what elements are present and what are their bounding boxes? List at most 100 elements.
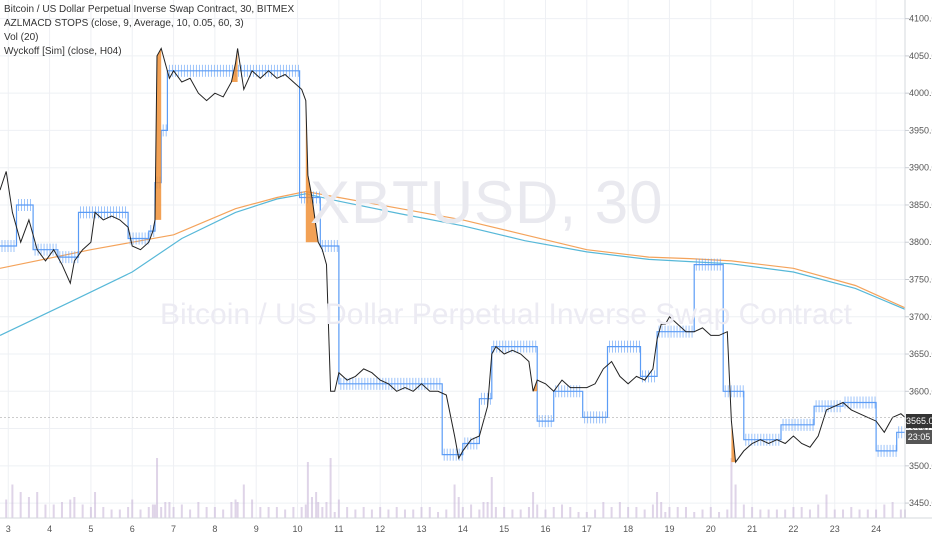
volume-bar: [81, 504, 84, 518]
volume-bar: [69, 499, 72, 518]
legend-indicator-wyckoff[interactable]: Wyckoff [Sim] (close, H04): [4, 46, 122, 57]
volume-bar: [306, 462, 309, 518]
x-tick-label: 10: [293, 524, 303, 534]
y-tick-label: 3850.0: [909, 200, 932, 210]
volume-bar: [160, 507, 163, 518]
x-tick-label: 8: [212, 524, 217, 534]
volume-bar: [236, 502, 239, 518]
volume-bar: [89, 507, 92, 518]
volume-bar: [437, 512, 440, 518]
volume-bar: [310, 497, 313, 518]
volume-bar: [850, 507, 853, 518]
y-tick-label: 3600.0: [909, 386, 932, 396]
volume-bar: [127, 507, 130, 518]
volume-bar: [684, 507, 687, 518]
volume-bar: [536, 504, 539, 518]
volume-bar: [602, 502, 605, 518]
y-tick-label: 3750.0: [909, 274, 932, 284]
volume-bar: [891, 502, 894, 518]
volume-bar: [610, 507, 613, 518]
volume-bar: [643, 509, 646, 518]
x-tick-label: 24: [871, 524, 881, 534]
volume-bar: [222, 509, 225, 518]
x-tick-label: 11: [334, 524, 343, 534]
volume-bar: [784, 509, 787, 518]
volume-bar: [5, 499, 8, 518]
x-tick-label: 23: [830, 524, 840, 534]
time-axis[interactable]: 3 4 5 6 7 8 9 10 11 12 13 14 15 16 17 18 19 20 21 22 23 24: [6, 524, 881, 534]
volume-bar: [197, 502, 200, 518]
volume-bar: [742, 504, 745, 518]
y-tick-label: 4000.0: [909, 88, 932, 98]
volume-bar: [329, 458, 332, 518]
volume-bar: [317, 502, 320, 518]
volume-bar: [168, 502, 171, 518]
legend-indicator-volume[interactable]: Vol (20): [4, 32, 39, 43]
volume-bar: [151, 504, 154, 518]
volume-bar: [627, 507, 630, 518]
volume-bar: [362, 507, 365, 518]
volume-bar: [147, 507, 150, 518]
volume-bar: [561, 504, 564, 518]
volume-bar: [156, 458, 159, 518]
volume-bar: [172, 507, 175, 518]
volume-bar: [825, 494, 828, 518]
x-tick-label: 18: [623, 524, 633, 534]
volume-bar: [315, 492, 318, 518]
x-tick-label: 9: [254, 524, 259, 534]
volume-bar: [284, 509, 287, 518]
price-line: [0, 47, 906, 464]
volume-bar: [660, 502, 663, 518]
volume-bar: [833, 509, 836, 518]
volume-bar: [337, 499, 340, 518]
volume-bar: [668, 507, 671, 518]
volume-bar: [379, 507, 382, 518]
y-tick-label: 3450.0: [909, 498, 932, 508]
highlight-band: [155, 48, 162, 220]
volume-bar: [110, 509, 113, 518]
legend-indicator-azlmacd[interactable]: AZLMACD STOPS (close, 9, Average, 10, 0.…: [4, 18, 244, 29]
x-tick-label: 7: [171, 524, 176, 534]
volume-bar: [759, 509, 762, 518]
volume-bar: [395, 507, 398, 518]
volume-bar: [577, 512, 580, 518]
volume-bar: [403, 509, 406, 518]
volume-bar: [718, 512, 721, 518]
volume-bar: [457, 497, 460, 518]
volume-bar: [899, 509, 902, 518]
legend-title[interactable]: Bitcoin / US Dollar Perpetual Inverse Sw…: [4, 4, 295, 15]
volume-bar: [461, 507, 464, 518]
volume-bar: [569, 507, 572, 518]
y-tick-label: 4100.0: [909, 14, 932, 24]
volume-bar: [486, 502, 489, 518]
x-tick-label: 14: [458, 524, 468, 534]
x-tick-label: 17: [582, 524, 592, 534]
volume-bar: [858, 509, 861, 518]
volume-bar: [701, 509, 704, 518]
volume-bar: [792, 507, 795, 518]
watermark-symbol: XBTUSD, 30: [310, 169, 664, 236]
volume-bar: [693, 512, 696, 518]
volume-bar: [19, 492, 22, 518]
volume-bar: [808, 509, 811, 518]
ma-orange-line: [0, 190, 906, 309]
legend: Bitcoin / US Dollar Perpetual Inverse Sw…: [4, 3, 294, 59]
volume-bar: [304, 504, 307, 518]
volume-bar: [767, 509, 770, 518]
volume-bar: [817, 504, 820, 518]
y-tick-label: 3650.0: [909, 349, 932, 359]
volume-bar: [651, 504, 654, 518]
volume-bar: [213, 507, 216, 518]
volume-bar: [618, 502, 621, 518]
price-axis[interactable]: 3450.0 3500.0 3550.0 3600.0 3650.0 3700.0 3750…: [905, 14, 932, 508]
volume-bar: [412, 509, 415, 518]
volume-bar: [251, 499, 254, 518]
y-tick-label: 4050.0: [909, 51, 932, 61]
volume-bar: [153, 504, 156, 518]
volume-bar: [594, 509, 597, 518]
highlight-band: [231, 48, 238, 82]
x-tick-label: 5: [88, 524, 93, 534]
volume-bar: [519, 509, 522, 518]
